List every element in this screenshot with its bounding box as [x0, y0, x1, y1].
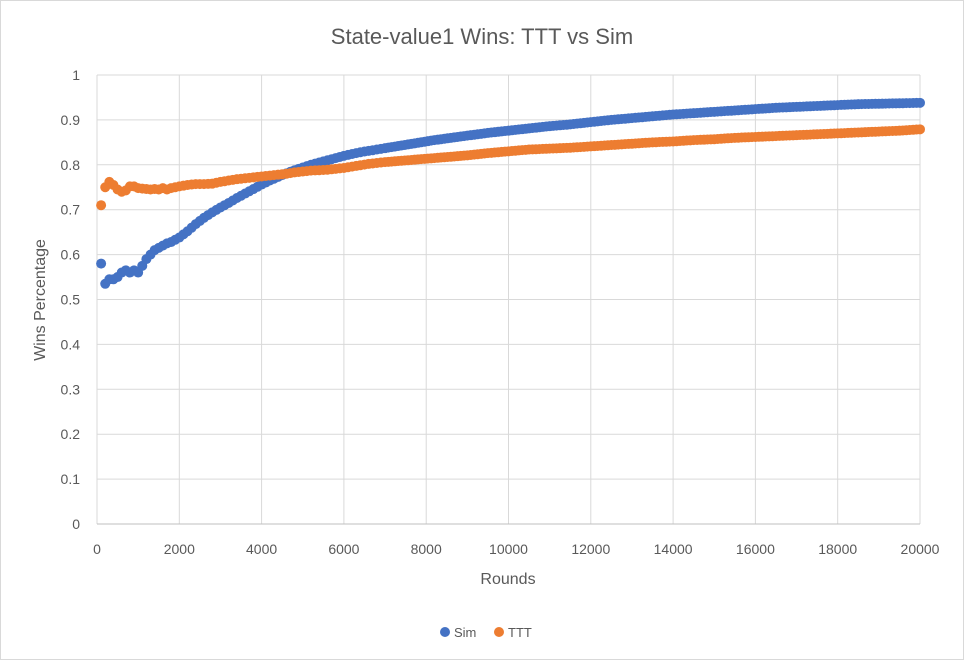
x-tick-label: 10000	[489, 541, 528, 557]
x-tick-label: 0	[93, 541, 101, 557]
y-tick-label: 0	[72, 516, 80, 532]
data-point-ttt	[96, 200, 107, 211]
legend: Sim TTT	[440, 625, 532, 640]
series-layer	[96, 97, 925, 289]
y-tick-label: 1	[72, 67, 80, 83]
x-tick-label: 18000	[818, 541, 857, 557]
legend-marker-ttt	[494, 627, 504, 637]
data-point-sim	[915, 97, 925, 108]
legend-label-sim: Sim	[454, 625, 476, 640]
x-tick-label: 2000	[164, 541, 195, 557]
y-tick-label: 0.8	[61, 157, 81, 173]
x-tick-label: 4000	[246, 541, 277, 557]
y-tick-label: 0.7	[61, 202, 81, 218]
y-tick-label: 0.3	[61, 381, 81, 397]
y-tick-label: 0.6	[61, 247, 81, 263]
y-axis-ticks: 0 0.1 0.2 0.3 0.4 0.5 0.6 0.7 0.8 0.9 1	[61, 67, 81, 532]
legend-label-ttt: TTT	[508, 625, 532, 640]
x-tick-label: 8000	[411, 541, 442, 557]
x-axis-label: Rounds	[480, 571, 535, 588]
y-tick-label: 0.9	[61, 112, 81, 128]
series-sim	[96, 97, 925, 289]
y-tick-label: 0.2	[61, 426, 81, 442]
y-tick-label: 0.1	[61, 471, 81, 487]
legend-marker-sim	[440, 627, 450, 637]
data-point-ttt	[915, 124, 925, 135]
y-tick-label: 0.4	[61, 336, 81, 352]
x-tick-label: 20000	[901, 541, 940, 557]
data-point-sim	[96, 258, 107, 269]
x-tick-label: 6000	[328, 541, 359, 557]
y-tick-label: 0.5	[61, 292, 81, 308]
x-tick-label: 12000	[571, 541, 610, 557]
x-tick-label: 14000	[654, 541, 693, 557]
series-ttt	[96, 124, 925, 211]
x-axis-ticks: 0 2000 4000 6000 8000 10000 12000 14000 16000 180…	[93, 541, 940, 557]
gridlines	[96, 74, 921, 524]
chart-title: State-value1 Wins: TTT vs Sim	[331, 24, 633, 49]
x-tick-label: 16000	[736, 541, 775, 557]
y-axis-label: Wins Percentage	[32, 239, 49, 361]
